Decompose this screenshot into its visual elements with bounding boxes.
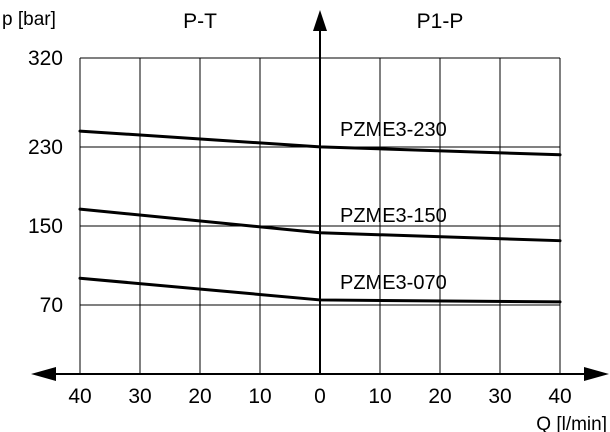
y-tick-labels: 320 230 150 70 [28,47,63,317]
x-tick-label-7: 30 [488,385,511,408]
x-tick-label-3: 10 [248,385,271,408]
series-label-2: PZME3-070 [340,272,447,294]
axis-layer [31,10,609,381]
y-tick-label-1: 230 [28,136,63,159]
series-label-0: PZME3-230 [340,119,447,141]
x-tick-label-8: 40 [548,385,571,408]
region-label-left: P-T [183,10,217,33]
y-axis-label: p [bar] [2,9,56,30]
x-tick-label-5: 10 [368,385,391,408]
x-tick-label-0: 40 [68,385,91,408]
x-axis-label: Q [l/min] [536,414,607,432]
y-tick-label-0: 320 [28,47,63,70]
region-label-right: P1-P [417,10,464,33]
arrow-left-icon [31,367,56,381]
series-labels: PZME3-230 PZME3-150 PZME3-070 [340,119,447,294]
y-tick-label-3: 70 [40,294,63,317]
x-tick-label-2: 20 [188,385,211,408]
arrow-up-icon [313,10,327,31]
x-tick-label-1: 30 [128,385,151,408]
x-tick-label-6: 20 [428,385,451,408]
arrow-right-icon [584,367,609,381]
x-tick-labels: 40 30 20 10 0 10 20 30 40 [68,385,571,408]
y-tick-label-2: 150 [28,215,63,238]
x-tick-label-4: 0 [314,385,326,408]
series-label-1: PZME3-150 [340,205,447,227]
